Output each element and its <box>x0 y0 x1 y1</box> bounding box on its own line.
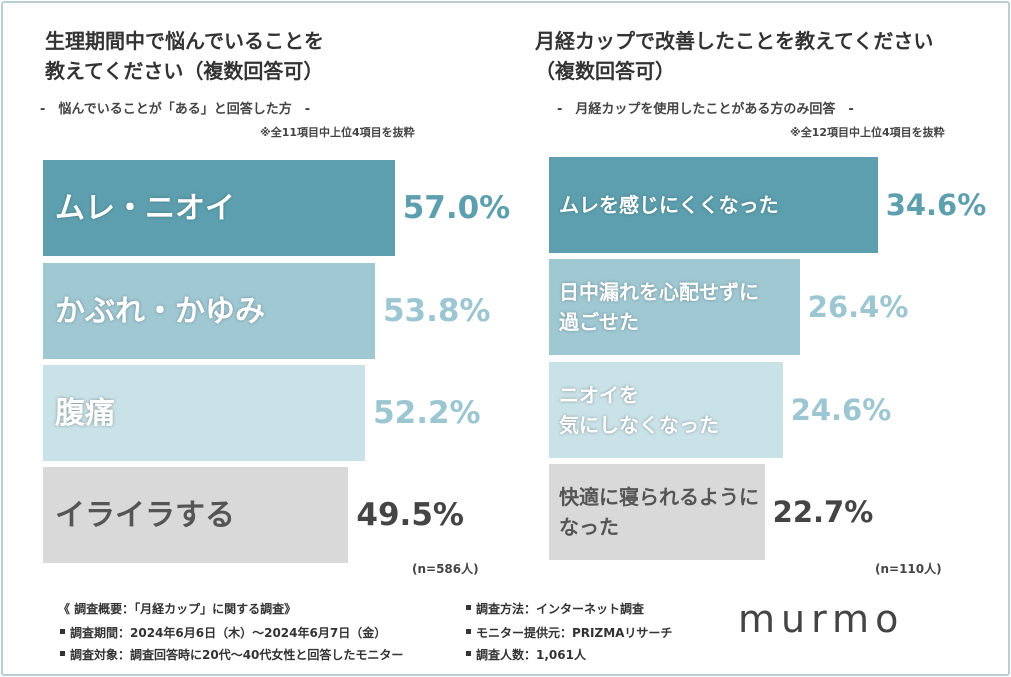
bar-label: 日中漏れを心配せずに 過ごせた <box>559 280 759 334</box>
bar <box>43 467 349 563</box>
value-label: 49.5% <box>356 497 464 533</box>
bar <box>549 157 878 253</box>
chart-note: ※全12項目中上位4項目を抜粋 <box>790 126 945 139</box>
sample-size: (n=110人) <box>875 562 942 576</box>
chart-subtitle: - 月経カップを使用したことがある方のみ回答 - <box>557 102 854 117</box>
survey-item: 調査対象：調査回答時に20代～40代女性と回答したモニター <box>60 646 403 663</box>
bar <box>549 464 765 560</box>
value-label: 52.2% <box>373 395 481 431</box>
bar <box>43 160 395 256</box>
chart-title: 月経カップで改善したことを教えてください （複数回答可） <box>535 29 934 83</box>
chart-subtitle: - 悩んでいることが「ある」と回答した方 - <box>40 102 311 117</box>
sample-size: (n=586人) <box>412 562 479 576</box>
bar <box>43 263 375 359</box>
value-label: 57.0% <box>402 190 511 226</box>
value-label: 22.7% <box>772 495 874 529</box>
survey-item: 調査人数：1,061人 <box>466 646 586 663</box>
brand-logo: murmo <box>738 597 905 641</box>
bar-label: 腹痛 <box>55 395 115 431</box>
survey-item: 調査方法：インターネット調査 <box>466 600 644 617</box>
bar-label: イライラする <box>55 497 235 533</box>
bar-label: ムレを感じにくくなった <box>559 193 779 217</box>
value-label: 24.6% <box>790 393 892 427</box>
chart-title: 生理期間中で悩んでいることを 教えてください（複数回答可） <box>45 29 324 83</box>
value-label: 34.6% <box>885 188 987 222</box>
value-label: 26.4% <box>807 290 909 324</box>
bar <box>43 365 366 461</box>
survey-heading: 《 調査概要：「月経カップ」に関する調査》 <box>58 602 297 616</box>
value-label: 53.8% <box>382 293 491 329</box>
bar-label: かぶれ・かゆみ <box>55 293 265 329</box>
bar-label: 快適に寝られるように なった <box>559 485 759 539</box>
chart-note: ※全11項目中上位4項目を抜粋 <box>260 126 415 139</box>
survey-item: モニター提供元：PRIZMAリサーチ <box>466 624 672 641</box>
bar <box>549 362 783 458</box>
survey-item: 調査期間：2024年6月6日（木）～2024年6月7日（金） <box>60 624 386 641</box>
bar-label: ニオイを 気にしなくなった <box>559 383 719 437</box>
bar-label: ムレ・ニオイ <box>55 190 235 226</box>
bar <box>549 259 800 355</box>
